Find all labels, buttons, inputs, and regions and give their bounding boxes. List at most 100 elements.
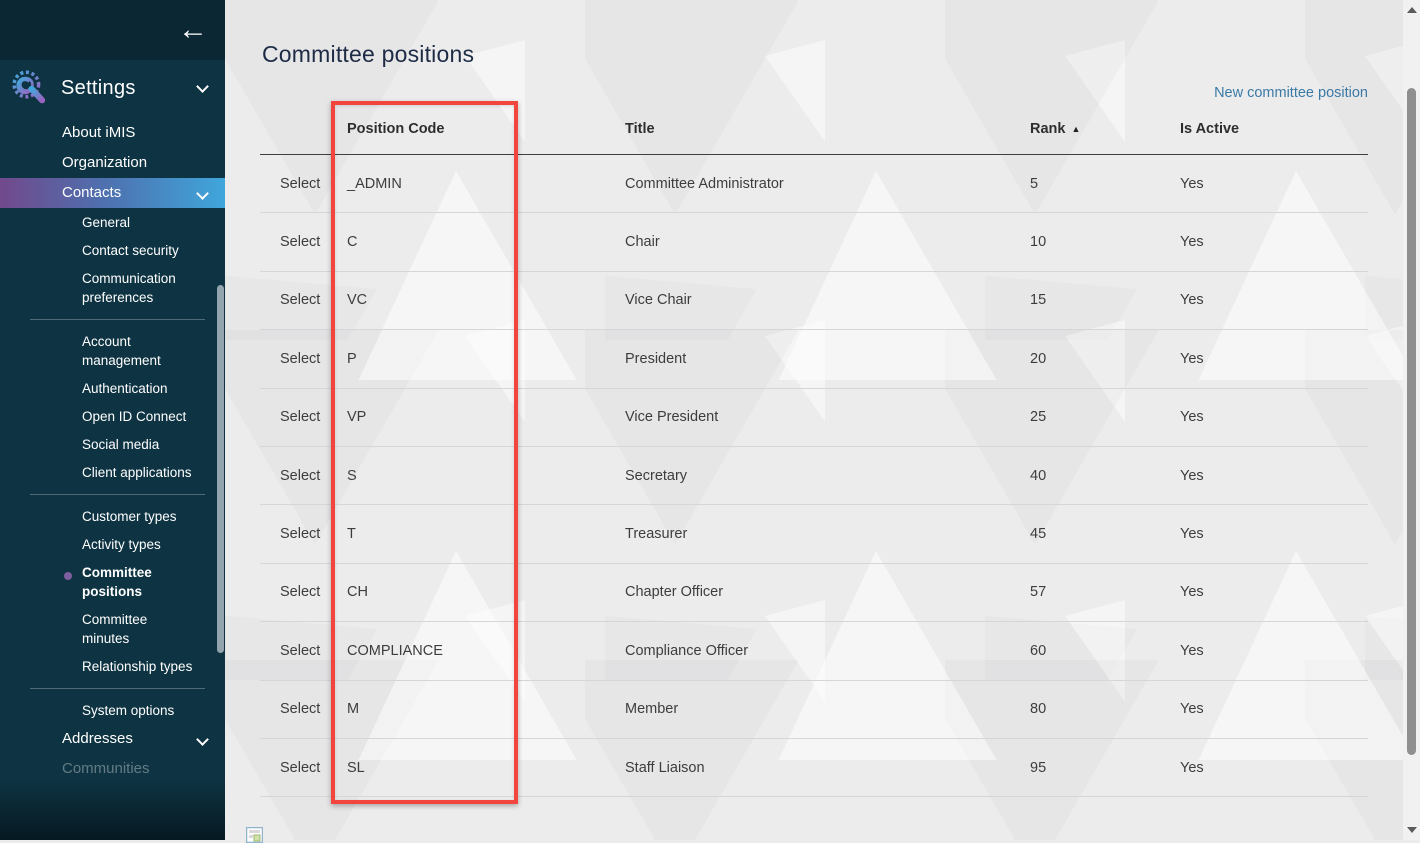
col-header-rank[interactable]: Rank ▲ <box>1030 121 1081 137</box>
new-committee-position-link[interactable]: New committee position <box>1214 85 1368 101</box>
chevron-down-icon <box>196 80 209 93</box>
select-link[interactable]: Select <box>280 467 321 484</box>
scrollbar-down-arrow-icon[interactable] <box>1407 827 1417 833</box>
current-page-dot-icon <box>64 572 72 580</box>
cell-title: Staff Liaison <box>625 759 705 776</box>
back-arrow-icon[interactable]: ← <box>178 13 208 46</box>
sidebar-divider <box>30 494 205 495</box>
sidebar-item-activity-types[interactable]: Activity types <box>82 536 161 552</box>
cell-title: Treasurer <box>625 526 688 543</box>
select-link[interactable]: Select <box>280 701 321 718</box>
table-row: Select COMPLIANCE Compliance Officer 60 … <box>260 622 1368 681</box>
cell-title: President <box>625 350 687 367</box>
cell-rank: 57 <box>1030 584 1047 601</box>
sidebar-item-contact-security[interactable]: Contact security <box>82 242 179 258</box>
select-link[interactable]: Select <box>280 759 321 776</box>
sidebar-item-customer-types[interactable]: Customer types <box>82 508 177 524</box>
cell-position-code: C <box>347 234 358 251</box>
select-link[interactable]: Select <box>280 584 321 601</box>
settings-menu-header[interactable]: Settings <box>0 60 225 116</box>
sidebar-nav: About iMIS Organization Contacts General… <box>0 116 225 784</box>
sidebar-item-relationship-types[interactable]: Relationship types <box>82 658 193 674</box>
cell-is-active: Yes <box>1180 234 1204 251</box>
cell-title: Vice Chair <box>625 292 692 309</box>
sidebar-item-authentication[interactable]: Authentication <box>82 380 168 396</box>
select-link[interactable]: Select <box>280 175 321 192</box>
cell-rank: 10 <box>1030 234 1047 251</box>
cell-position-code: S <box>347 467 357 484</box>
cell-rank: 80 <box>1030 701 1047 718</box>
select-link[interactable]: Select <box>280 234 321 251</box>
page-scrollbar[interactable] <box>1403 0 1420 840</box>
cell-is-active: Yes <box>1180 526 1204 543</box>
cell-rank: 25 <box>1030 409 1047 426</box>
cell-title: Vice President <box>625 409 719 426</box>
cell-is-active: Yes <box>1180 409 1204 426</box>
scrollbar-thumb[interactable] <box>1407 88 1416 755</box>
cell-position-code: SL <box>347 759 365 776</box>
cell-rank: 40 <box>1030 467 1047 484</box>
cell-rank: 15 <box>1030 292 1047 309</box>
scrollbar-up-arrow-icon[interactable] <box>1407 7 1417 13</box>
settings-gear-wrench-icon <box>12 70 46 104</box>
select-link[interactable]: Select <box>280 409 321 426</box>
sidebar-item-system-options[interactable]: System options <box>82 702 175 718</box>
sidebar-item-contacts[interactable]: Contacts <box>0 178 225 208</box>
sidebar-divider <box>30 688 205 689</box>
col-header-is-active[interactable]: Is Active <box>1180 121 1240 137</box>
table-row: Select SL Staff Liaison 95 Yes <box>260 739 1368 798</box>
sort-ascending-icon: ▲ <box>1071 124 1081 134</box>
select-link[interactable]: Select <box>280 292 321 309</box>
sidebar-item-committee-minutes[interactable]: Committee minutes <box>82 611 148 646</box>
sidebar-item-social-media[interactable]: Social media <box>82 436 160 452</box>
sidebar-scrollbar-thumb[interactable] <box>217 285 224 653</box>
select-link[interactable]: Select <box>280 526 321 543</box>
cell-position-code: T <box>347 526 356 543</box>
sidebar-divider <box>30 319 205 320</box>
cell-rank: 20 <box>1030 350 1047 367</box>
select-link[interactable]: Select <box>280 642 321 659</box>
table-row: Select P President 20 Yes <box>260 330 1368 389</box>
cell-rank: 45 <box>1030 526 1047 543</box>
sidebar-item-account-management[interactable]: Account management <box>82 333 161 368</box>
cell-position-code: _ADMIN <box>347 175 402 192</box>
cell-position-code: VC <box>347 292 368 309</box>
cell-rank: 60 <box>1030 642 1047 659</box>
sidebar-item-general[interactable]: General <box>82 214 131 230</box>
main-content: Committee positions New committee positi… <box>225 0 1403 843</box>
cell-is-active: Yes <box>1180 642 1204 659</box>
cell-is-active: Yes <box>1180 350 1204 367</box>
cell-position-code: COMPLIANCE <box>347 642 443 659</box>
cell-position-code: P <box>347 350 357 367</box>
table-row: Select VC Vice Chair 15 Yes <box>260 272 1368 331</box>
sidebar-item-open-id-connect[interactable]: Open ID Connect <box>82 408 187 424</box>
table-row: Select VP Vice President 25 Yes <box>260 389 1368 447</box>
cell-title: Secretary <box>625 467 688 484</box>
cell-title: Compliance Officer <box>625 642 749 659</box>
table-row: Select M Member 80 Yes <box>260 681 1368 739</box>
cell-is-active: Yes <box>1180 292 1204 309</box>
page-title: Committee positions <box>262 41 475 67</box>
export-grid-icon[interactable] <box>246 827 263 843</box>
table-row: Select S Secretary 40 Yes <box>260 447 1368 506</box>
select-link[interactable]: Select <box>280 350 321 367</box>
sidebar-item-client-applications[interactable]: Client applications <box>82 464 192 480</box>
sidebar: ← Settings About iMIS Organization Conta… <box>0 0 225 840</box>
cell-position-code: VP <box>347 409 367 426</box>
sidebar-item-organization[interactable]: Organization <box>62 154 148 171</box>
cell-is-active: Yes <box>1180 175 1204 192</box>
sidebar-item-about-imis[interactable]: About iMIS <box>62 124 136 141</box>
col-header-title[interactable]: Title <box>625 121 655 137</box>
col-header-position-code[interactable]: Position Code <box>347 121 445 137</box>
table-row: Select CH Chapter Officer 57 Yes <box>260 564 1368 623</box>
cell-rank: 5 <box>1030 175 1039 192</box>
sidebar-item-committee-positions[interactable]: Committee positions <box>0 558 225 605</box>
chevron-down-icon <box>196 733 209 746</box>
sidebar-item-communication-preferences[interactable]: Communication preferences <box>82 270 176 305</box>
sidebar-item-communities[interactable]: Communities <box>62 760 150 777</box>
cell-is-active: Yes <box>1180 759 1204 776</box>
cell-rank: 95 <box>1030 759 1047 776</box>
cell-title: Member <box>625 701 679 718</box>
sidebar-item-addresses[interactable]: Addresses <box>0 724 225 754</box>
sidebar-topbar: ← <box>0 0 225 60</box>
